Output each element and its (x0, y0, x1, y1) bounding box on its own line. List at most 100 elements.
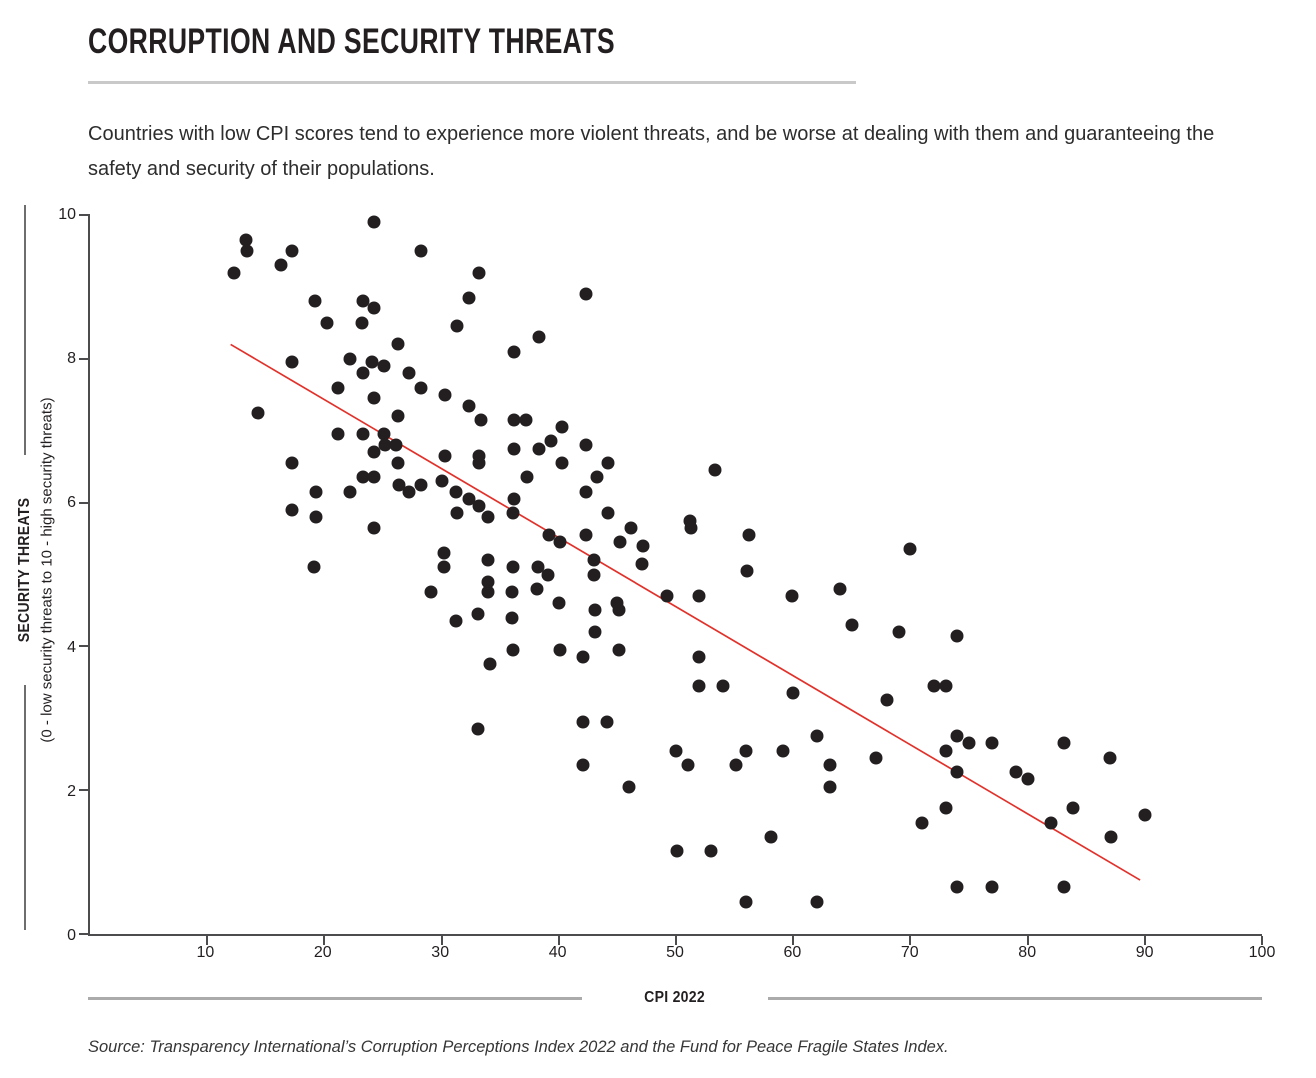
data-point (576, 650, 590, 664)
data-point (590, 470, 604, 484)
data-point (601, 506, 615, 520)
data-point (506, 643, 520, 657)
x-axis-title: CPI 2022 (644, 989, 706, 1006)
x-axis-tick (792, 936, 795, 945)
data-point (449, 614, 463, 628)
data-point (532, 442, 546, 456)
y-axis-tick (79, 214, 90, 216)
data-point (552, 596, 566, 610)
data-point (579, 485, 593, 499)
data-point (1103, 751, 1117, 765)
data-point (786, 686, 800, 700)
data-point (601, 456, 615, 470)
data-point (1009, 765, 1023, 779)
data-point (544, 434, 558, 448)
data-point (1066, 801, 1080, 815)
data-point (414, 478, 427, 492)
data-point (435, 474, 449, 488)
data-point (343, 485, 357, 499)
data-point (555, 420, 569, 434)
x-axis-tick (557, 936, 560, 945)
data-point (915, 816, 929, 830)
data-point (669, 744, 683, 758)
data-point (377, 359, 391, 373)
data-point (356, 366, 370, 380)
y-axis-tick-label: 2 (67, 782, 76, 800)
data-point (704, 844, 718, 858)
data-point (285, 503, 299, 517)
data-point (505, 611, 519, 625)
data-point (367, 470, 381, 484)
data-point (1057, 880, 1071, 894)
data-point (739, 744, 753, 758)
data-point (285, 244, 299, 258)
data-point (309, 510, 323, 524)
data-point (692, 679, 706, 693)
data-point (471, 722, 485, 736)
x-axis-tick-label: 40 (548, 944, 567, 961)
data-point (785, 589, 799, 603)
y-axis-tick (79, 645, 90, 648)
data-point (331, 381, 345, 395)
data-point (355, 316, 369, 330)
data-point (939, 679, 953, 693)
data-point (555, 456, 569, 470)
data-point (274, 258, 288, 272)
data-point (240, 244, 254, 258)
data-point (553, 535, 567, 549)
data-point (507, 442, 521, 456)
data-point (950, 765, 964, 779)
data-point (927, 679, 941, 693)
data-point (307, 560, 321, 574)
data-point (635, 557, 649, 571)
data-point (505, 585, 519, 599)
data-point (579, 438, 593, 452)
data-point (391, 337, 405, 351)
data-point (367, 445, 381, 459)
data-point (880, 693, 894, 707)
data-point (251, 406, 265, 420)
x-axis-tick (675, 936, 677, 945)
data-point (285, 456, 299, 470)
chart-description: Countries with low CPI scores tend to ex… (88, 123, 1215, 180)
data-point (542, 528, 556, 542)
data-point (450, 506, 464, 520)
data-point (587, 568, 601, 581)
data-point (438, 388, 452, 402)
data-point (378, 438, 392, 452)
data-point (507, 345, 521, 359)
data-point (1044, 816, 1058, 830)
data-point (472, 499, 486, 513)
data-point (531, 560, 545, 574)
data-point (845, 618, 859, 632)
data-point (450, 319, 464, 333)
data-point (483, 657, 497, 671)
x-axis-rail-line-left (88, 996, 583, 1000)
y-axis-tick-labels: 0 2 4 6 8 10 (0, 206, 76, 944)
data-point (1138, 808, 1152, 822)
x-axis-tick-label: 20 (313, 944, 332, 961)
data-point (472, 456, 486, 470)
data-point (471, 607, 485, 621)
data-point (613, 535, 627, 549)
data-point (612, 603, 626, 617)
y-axis-tick (79, 789, 90, 792)
data-point (950, 729, 964, 743)
y-axis-tick-label: 10 (58, 206, 76, 223)
page-title: CORRUPTION AND SECURITY THREATS (88, 22, 616, 61)
data-point (810, 729, 824, 743)
data-point (377, 427, 391, 441)
data-point (576, 758, 590, 772)
data-point (391, 456, 405, 470)
x-axis-tick (440, 936, 443, 945)
data-point (367, 391, 381, 405)
data-point (600, 715, 614, 729)
data-point (833, 582, 847, 596)
data-point (740, 564, 754, 578)
data-point (472, 266, 486, 280)
data-point (462, 291, 476, 305)
data-point (587, 553, 601, 567)
data-point (670, 844, 684, 858)
data-point (985, 880, 999, 894)
data-point (532, 330, 546, 344)
